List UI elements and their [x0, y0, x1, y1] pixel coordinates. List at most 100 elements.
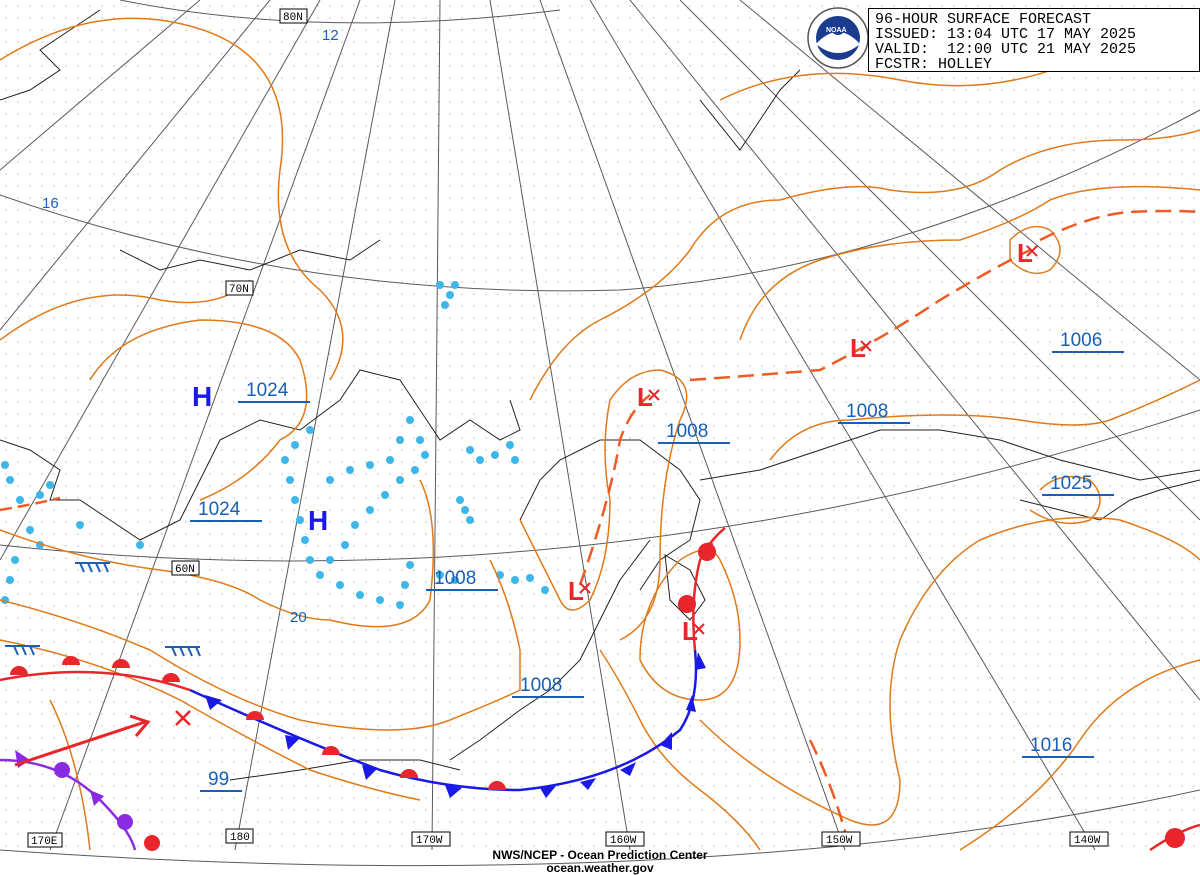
isobar-k [1009, 225, 1061, 275]
gulf-alaska-coast [699, 429, 1200, 481]
isobar-label: 1006 [1060, 330, 1102, 351]
isobar-c [89, 319, 308, 501]
se-alaska [1019, 479, 1200, 521]
trough-5 [0, 496, 61, 512]
meridian-180 [234, 0, 396, 851]
forecaster: FCSTR: HOLLEY [875, 56, 993, 73]
low-center-3: L [637, 382, 653, 412]
isobar-e [0, 559, 521, 731]
isobar-label: 1024 [246, 380, 289, 401]
valid-time: VALID: 12:00 UTC 21 MAY 2025 [875, 41, 1137, 58]
high-center-2: H [308, 505, 328, 536]
warm-front-east [692, 527, 726, 651]
isobar-s [49, 699, 91, 851]
contour-labels: 12 16 20 [42, 27, 339, 626]
isobar-i [529, 129, 1200, 401]
isobar-label: 1008 [666, 421, 708, 442]
forecast-title: 96-HOUR SURFACE FORECAST [875, 11, 1092, 28]
isobar-q [519, 519, 561, 601]
arctic-coast [699, 69, 801, 151]
isobar-o [699, 516, 1200, 826]
meridian-x3 [739, 0, 1200, 381]
isobar-j [739, 185, 1200, 341]
isobar-label: 1024 [198, 499, 241, 520]
meridian-x2 [679, 0, 1200, 521]
alaska-peninsula [449, 539, 651, 761]
lon-label: 140W [1074, 835, 1101, 847]
parallel-70n [0, 109, 1200, 292]
meridian-160w [489, 0, 631, 851]
isobar-g [559, 369, 688, 641]
meridian-170w [431, 0, 441, 851]
footer-url: ocean.weather.gov [546, 861, 654, 875]
alaska-west-coast [519, 439, 701, 591]
chukotka-coast [119, 239, 381, 271]
isobars [0, 17, 1200, 851]
storm-track-arrow [14, 720, 146, 767]
isobar-h [639, 549, 741, 701]
trough-2 [689, 248, 1031, 382]
isobar-label: 1008 [434, 568, 476, 589]
meridian-x1 [629, 0, 1200, 701]
kodiak [664, 554, 706, 621]
parallel-60n [0, 409, 1200, 562]
ice-edge [1, 281, 549, 609]
lon-label: 170W [416, 835, 443, 847]
storm-x [175, 710, 191, 726]
lon-label: 180 [230, 832, 250, 844]
low-center-5: L [1017, 238, 1033, 268]
meridian-170e [49, 0, 361, 851]
label-underlines [190, 351, 1124, 792]
isobar-p [959, 659, 1200, 851]
lat-label: 70N [229, 284, 249, 296]
lon-label: 150W [826, 835, 853, 847]
lon-label: 160W [610, 835, 637, 847]
parallel-50n [0, 789, 1200, 867]
warm-front-west [0, 670, 191, 692]
isobar-label: 1008 [846, 401, 888, 422]
isobar-a [0, 17, 344, 381]
lat-label: 80N [283, 12, 303, 24]
isobar-label: 99 [208, 769, 229, 790]
pressure-centers: H H L L L L L [192, 238, 1033, 646]
wind-barb-2 [165, 646, 201, 657]
isobar-r [599, 649, 761, 851]
contour-label: 16 [42, 195, 59, 212]
low-center-x-marks [579, 245, 1038, 635]
low-center-2: L [682, 616, 698, 646]
high-center-1: H [192, 381, 212, 412]
meridian-150w [539, 0, 846, 851]
footer-credit: NWS/NCEP - Ocean Prediction Center [492, 848, 708, 862]
title-box: 96-HOUR SURFACE FORECAST ISSUED: 13:04 U… [868, 8, 1200, 73]
noaa-logo: NOAA [807, 7, 869, 69]
front-symbols [10, 542, 1185, 851]
wind-barbs [5, 562, 201, 657]
isobar-label: 1025 [1050, 473, 1092, 494]
isobar-f [0, 639, 421, 801]
isobar-m [769, 379, 1200, 461]
parallel-80n [119, 0, 561, 24]
wind-barb-3 [5, 645, 40, 656]
meridian-140w [589, 0, 1096, 851]
meridian-x6 [0, 0, 201, 171]
isobar-d [0, 479, 435, 628]
lat-label: 60N [175, 564, 195, 576]
isobar-labels: 1024 1024 1008 1008 1008 1008 1006 1025 … [198, 330, 1102, 790]
trough-3 [1039, 209, 1200, 242]
low-center-4: L [850, 333, 866, 363]
lon-label: 170E [31, 836, 58, 848]
svg-text:NOAA: NOAA [826, 27, 847, 34]
aleutians [229, 759, 461, 781]
contour-label: 20 [290, 609, 307, 626]
issued-time: ISSUED: 13:04 UTC 17 MAY 2025 [875, 26, 1137, 43]
isobar-n [1029, 475, 1101, 525]
wind-barb-1 [75, 562, 110, 573]
grid-labels: 80N 70N 60N 170E 180 170W 160W 150W 140W [27, 8, 1109, 848]
trough-1 [578, 394, 651, 586]
meridian-x4 [0, 0, 321, 561]
isobar-label: 1016 [1030, 735, 1072, 756]
contour-label: 12 [322, 27, 339, 44]
meridian-x5 [0, 0, 271, 331]
